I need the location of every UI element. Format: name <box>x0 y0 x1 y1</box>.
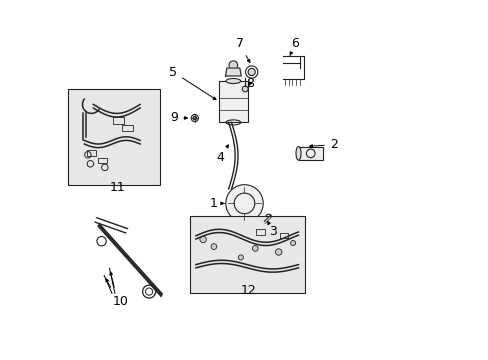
Circle shape <box>228 61 237 69</box>
Circle shape <box>211 244 216 249</box>
Bar <box>68 89 160 185</box>
Text: 1: 1 <box>209 197 224 210</box>
Text: 6: 6 <box>289 37 298 56</box>
Bar <box>279 233 288 238</box>
Bar <box>113 117 123 124</box>
Text: 8: 8 <box>245 77 253 90</box>
Text: 11: 11 <box>110 181 125 194</box>
Circle shape <box>247 68 255 76</box>
Circle shape <box>252 246 258 251</box>
Bar <box>218 81 247 122</box>
Bar <box>122 125 133 131</box>
Circle shape <box>200 236 206 243</box>
Text: 2: 2 <box>309 138 337 151</box>
Ellipse shape <box>295 147 301 160</box>
Text: 3: 3 <box>267 221 277 238</box>
Text: 12: 12 <box>240 284 255 297</box>
Circle shape <box>275 249 282 255</box>
Circle shape <box>238 255 243 260</box>
Circle shape <box>225 185 263 222</box>
Bar <box>189 216 305 293</box>
Text: 4: 4 <box>216 145 228 164</box>
Bar <box>87 150 96 156</box>
Bar <box>98 158 106 163</box>
Ellipse shape <box>225 78 240 84</box>
Circle shape <box>193 116 196 120</box>
Circle shape <box>242 86 247 92</box>
Circle shape <box>290 240 295 246</box>
Text: 5: 5 <box>169 66 216 100</box>
Bar <box>298 147 322 160</box>
Text: 7: 7 <box>235 37 249 63</box>
Text: 9: 9 <box>170 111 187 124</box>
Polygon shape <box>225 68 241 76</box>
Text: 10: 10 <box>112 295 128 308</box>
Bar <box>256 229 264 235</box>
